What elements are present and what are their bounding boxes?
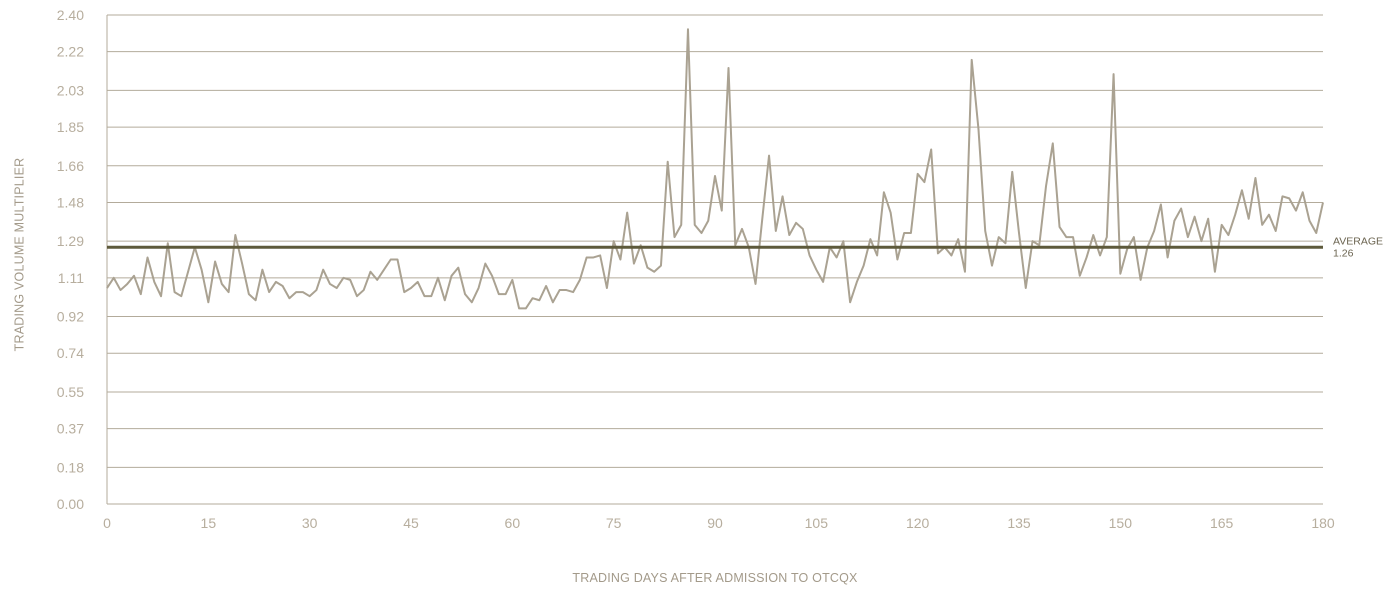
y-tick-label: 0.92 [57, 309, 84, 325]
x-tick-label: 180 [1311, 515, 1335, 531]
y-tick-label: 0.37 [57, 421, 84, 437]
y-tick-labels: 0.00 0.18 0.37 0.55 0.74 0.92 1.11 1.29 1.48 1.66… [57, 7, 84, 512]
y-tick-label: 1.11 [58, 270, 84, 286]
y-tick-label: 0.00 [57, 496, 84, 512]
y-tick-label: 0.55 [57, 384, 84, 400]
x-tick-label: 0 [103, 515, 111, 531]
x-tick-label: 75 [606, 515, 622, 531]
x-tick-label: 165 [1210, 515, 1234, 531]
y-tick-label: 0.18 [57, 459, 84, 475]
y-tick-label: 2.03 [57, 82, 84, 98]
x-tick-label: 150 [1109, 515, 1133, 531]
x-tick-label: 45 [403, 515, 419, 531]
y-tick-label: 2.22 [57, 44, 84, 60]
x-tick-label: 30 [302, 515, 318, 531]
x-tick-label: 120 [906, 515, 930, 531]
y-tick-label: 0.74 [57, 345, 84, 361]
x-tick-label: 105 [805, 515, 829, 531]
y-tick-label: 1.66 [57, 158, 84, 174]
x-tick-label: 90 [707, 515, 723, 531]
average-label: AVERAGE [1333, 235, 1383, 247]
y-axis-title: TRADING VOLUME MULTIPLIER [12, 158, 26, 352]
average-value-label: 1.26 [1333, 247, 1354, 259]
y-tick-label: 1.48 [57, 194, 84, 210]
y-tick-label: 1.85 [57, 119, 84, 135]
x-tick-label: 135 [1007, 515, 1031, 531]
grid-lines [107, 14, 1323, 468]
x-axis-title: TRADING DAYS AFTER ADMISSION TO OTCQX [572, 571, 858, 585]
x-tick-labels: 0 15 30 45 60 75 90 105 120 135 150 165 180 [103, 515, 1335, 531]
x-tick-label: 60 [505, 515, 521, 531]
y-tick-label: 2.40 [57, 7, 84, 23]
series-line [106, 28, 1324, 310]
x-tick-label: 15 [201, 515, 217, 531]
y-tick-label: 1.29 [57, 233, 84, 249]
